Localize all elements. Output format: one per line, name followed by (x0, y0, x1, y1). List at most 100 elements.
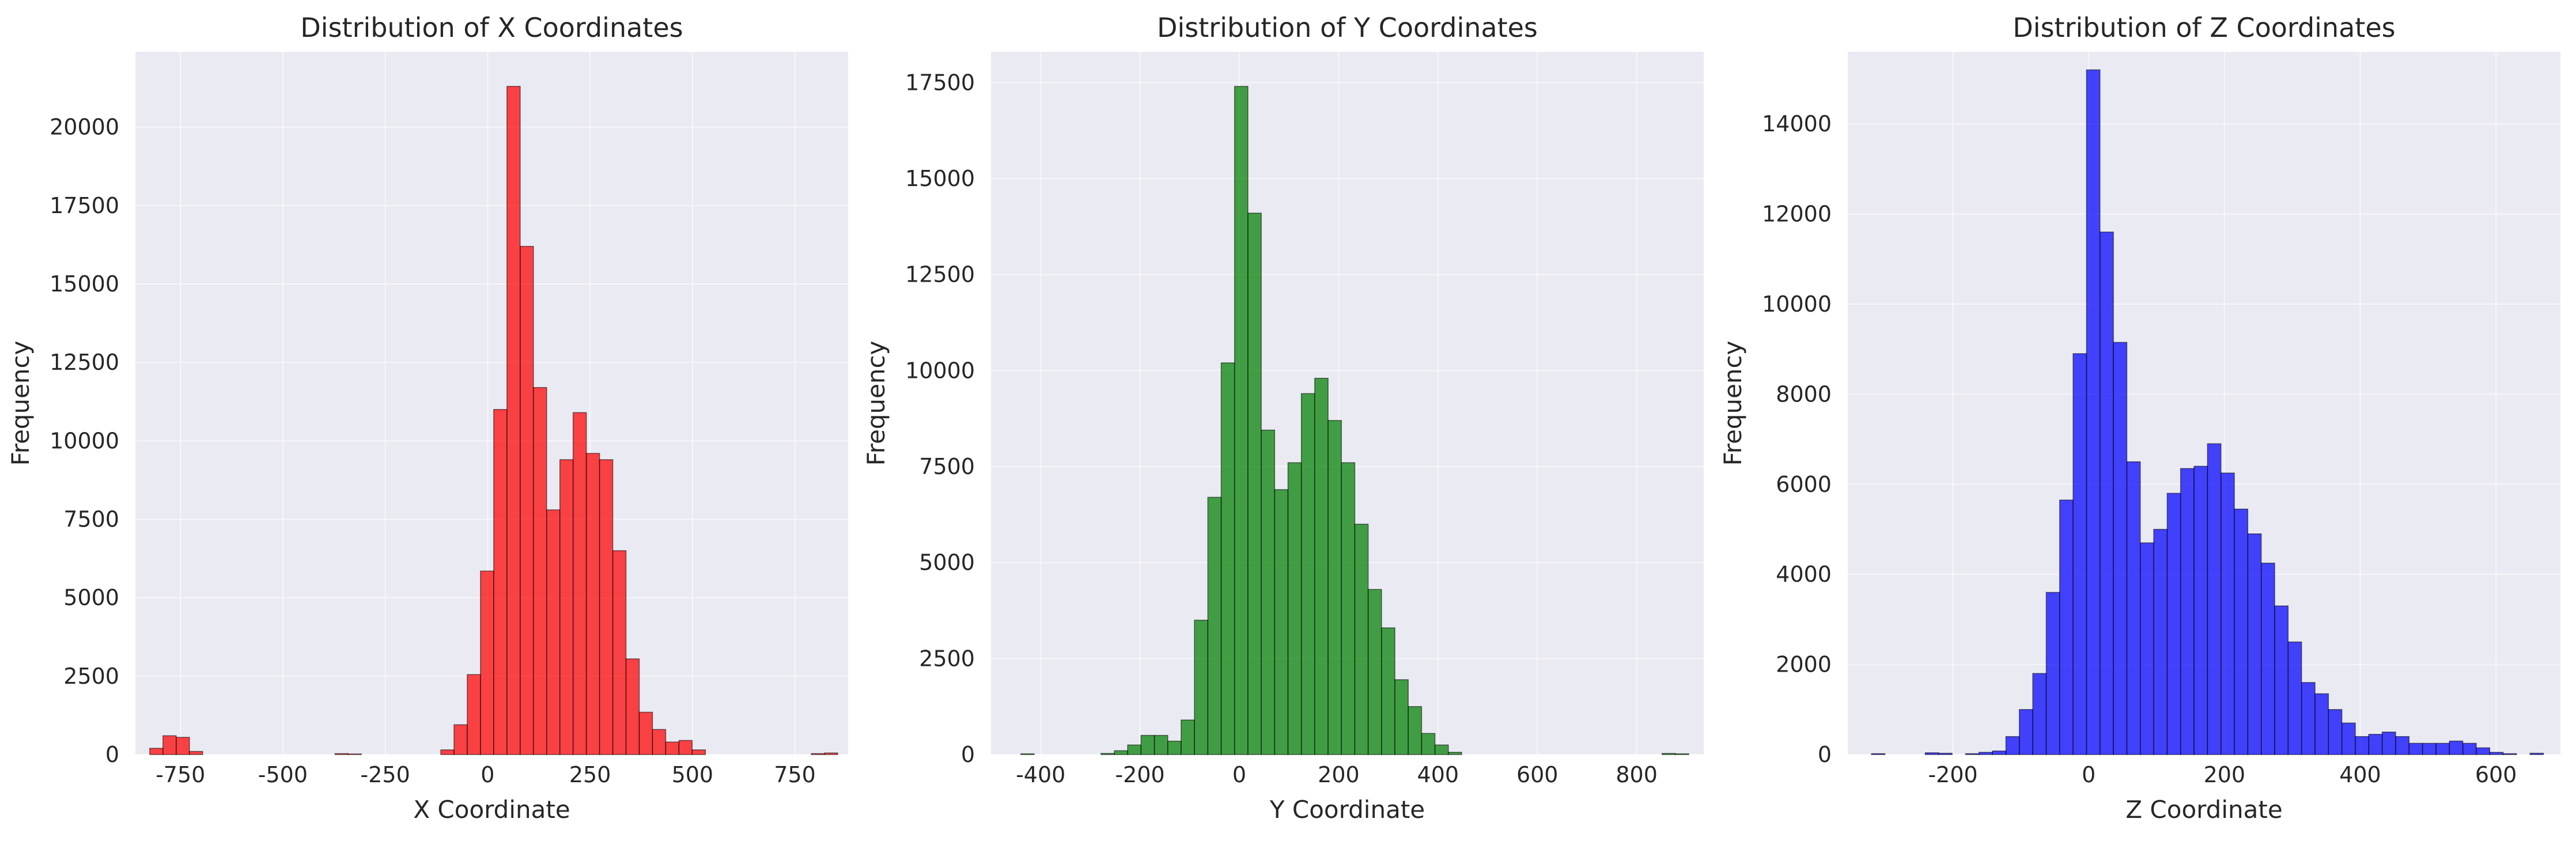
histogram-bar (2462, 742, 2477, 755)
y-tick-label: 15000 (905, 166, 975, 191)
y-tick-label: 2000 (1776, 652, 1832, 677)
histogram-bar (1181, 719, 1195, 755)
histogram-bar (1924, 752, 1939, 755)
x-tick-label: 0 (1232, 762, 1246, 787)
x-tick-label: -400 (1016, 762, 1065, 787)
y-tick-label: 2500 (919, 646, 975, 671)
histogram-bar (2476, 747, 2490, 755)
y-tick-label: 0 (105, 742, 119, 767)
histogram-bar (1394, 679, 1409, 755)
y-tick-label: 5000 (63, 585, 119, 611)
y-tick-label: 12500 (50, 350, 119, 375)
histogram-bar (1167, 740, 1182, 755)
histogram-bar (1100, 753, 1115, 755)
histogram-bar (585, 453, 600, 755)
histogram-bar (2059, 499, 2074, 755)
histogram-bar (2045, 592, 2060, 755)
histogram-bar (1965, 753, 1980, 755)
x-axis-label: X Coordinate (413, 795, 570, 824)
histogram-bar (1447, 752, 1462, 755)
histogram-bar (1234, 86, 1249, 755)
y-tick-label: 14000 (1762, 111, 1832, 137)
histogram-bar (2166, 492, 2181, 755)
chart-y-coordinates: -400 -200 0 200 400 600 800 0 2500 5000 7500 10000 1… (862, 12, 1704, 824)
y-tick-label: 12500 (905, 262, 975, 287)
histogram-bar (2032, 673, 2047, 755)
histogram-bar (546, 509, 561, 755)
x-tick-label: -250 (361, 762, 410, 787)
histogram-bar (347, 753, 362, 755)
x-tick-label: 200 (1318, 762, 1360, 787)
histogram-bar (1354, 524, 1369, 755)
histogram-bar (1300, 393, 1315, 755)
histogram-bar (2247, 533, 2262, 755)
histogram-bar (2449, 740, 2464, 755)
histogram-bar (2100, 232, 2114, 755)
x-tick-label: -200 (1928, 762, 1977, 787)
histogram-bar (2220, 472, 2235, 755)
histogram-bar (493, 409, 508, 755)
histogram-bar (1194, 619, 1209, 755)
x-tick-label: 200 (2204, 762, 2246, 787)
histogram-bar (2341, 722, 2356, 755)
y-tick-label: 2500 (63, 664, 119, 689)
x-axis-label: Z Coordinate (2125, 795, 2282, 824)
y-tick-label: 20000 (50, 115, 119, 140)
histogram-bar (2301, 682, 2316, 755)
histogram-bar (2328, 709, 2343, 755)
histogram-bar (2529, 752, 2544, 755)
chart-title-y: Distribution of Y Coordinates (1157, 12, 1538, 43)
y-tick-label: 17500 (50, 193, 119, 218)
histogram-bar (162, 735, 177, 755)
histogram-bar (1207, 497, 1222, 755)
y-tick-label: 10000 (1762, 291, 1832, 317)
y-tick-label: 0 (1818, 742, 1832, 767)
histogram-bar (506, 86, 521, 755)
histogram-bar (2435, 742, 2450, 755)
histogram-bar (1274, 489, 1289, 755)
histogram-bar (1140, 734, 1155, 755)
histogram-bar (1381, 627, 1395, 755)
x-tick-label: 800 (1616, 762, 1658, 787)
histogram-bar (467, 674, 481, 755)
histogram-bar (1247, 213, 1262, 755)
histogram-bar (176, 737, 190, 755)
chart-z-coordinates: -200 0 200 400 60002000400060008000100001200… (1719, 12, 2560, 824)
x-tick-label: -500 (258, 762, 308, 787)
histogram-bar (1367, 589, 1382, 755)
histogram-bar (691, 749, 706, 755)
histogram-bar (2395, 736, 2410, 755)
histogram-bar (2140, 542, 2154, 755)
histogram-bar (1408, 706, 1423, 755)
histogram-bar (1114, 750, 1128, 755)
y-tick-label: 17500 (905, 70, 975, 95)
histogram-bar (1421, 733, 1436, 755)
x-tick-label: 750 (774, 762, 816, 787)
y-tick-label: 10000 (50, 428, 119, 453)
chart-title-x: Distribution of X Coordinates (300, 12, 683, 43)
x-axis-label: Y Coordinate (1269, 795, 1425, 824)
histogram-bar (1287, 462, 1302, 755)
histogram-bar (2019, 709, 2033, 755)
histogram-bar (2193, 465, 2208, 755)
chart-title-z: Distribution of Z Coordinates (2013, 12, 2395, 43)
histogram-bar (1327, 420, 1342, 755)
histogram-bar (2072, 353, 2087, 755)
histogram-bar (572, 412, 587, 755)
histogram-bar (2207, 443, 2222, 755)
histogram-bar (2153, 529, 2168, 755)
histogram-bar (2287, 641, 2302, 755)
histogram-bar (2234, 509, 2249, 755)
histogram-bar (1662, 753, 1676, 755)
x-tick-label: -750 (156, 762, 205, 787)
histogram-bar (811, 753, 825, 755)
histogram-bar (2180, 468, 2195, 755)
histogram-bar (189, 751, 203, 755)
x-tick-label: 600 (1516, 762, 1559, 787)
y-axis-label: Frequency (862, 341, 890, 466)
y-axis-label: Frequency (1719, 341, 1747, 466)
histogram-bar (2408, 742, 2423, 755)
histogram-bar (1261, 429, 1276, 755)
histogram-bar (2274, 605, 2289, 755)
